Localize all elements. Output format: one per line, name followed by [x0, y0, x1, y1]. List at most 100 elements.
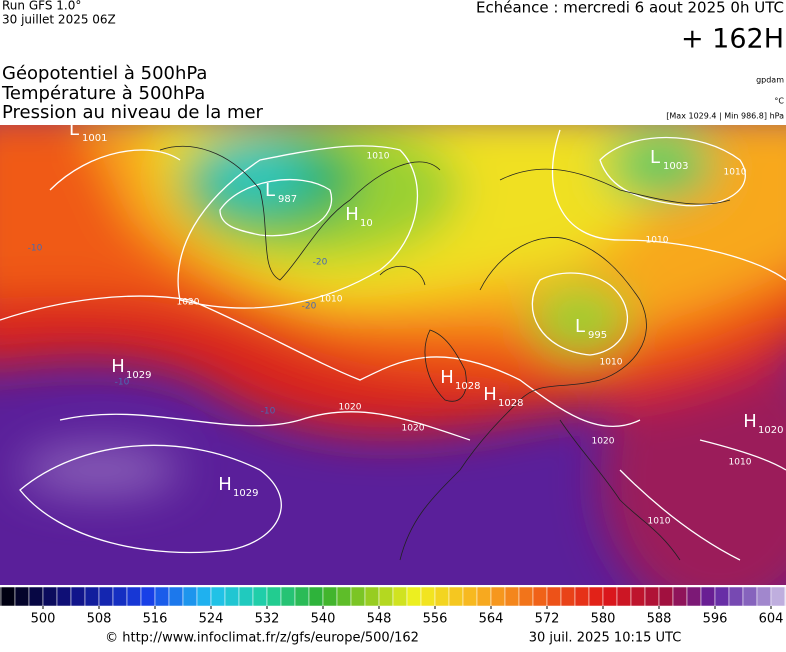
colorbar-swatch — [658, 586, 674, 607]
pressure-center-value: 1001 — [82, 133, 107, 144]
colorbar-swatch — [714, 586, 730, 607]
pressure-center-symbol: L — [69, 119, 79, 140]
layer-label: Température à 500hPa — [1, 83, 205, 104]
colorbar-swatch — [56, 586, 72, 607]
colorbar-swatch — [126, 586, 142, 607]
colorbar-swatch — [672, 586, 688, 607]
colorbar-swatch — [616, 586, 632, 607]
colorbar-swatch — [350, 586, 366, 607]
pressure-center-symbol: H — [218, 474, 232, 495]
colorbar-swatch — [196, 586, 212, 607]
colorbar-swatch — [728, 586, 744, 607]
pressure-center-symbol: H — [743, 411, 757, 432]
generated-time: 30 juil. 2025 10:15 UTC — [529, 631, 682, 646]
pressure-center-value: 1028 — [455, 381, 480, 392]
isobar-label: 1010 — [367, 152, 390, 162]
coastlines — [159, 146, 731, 561]
temperature-label: -10 — [28, 244, 43, 254]
pressure-center-value: 1020 — [758, 425, 783, 436]
colorbar-swatch — [602, 586, 618, 607]
isobar-label: 1020 — [402, 424, 425, 434]
pressure-center-value: 1029 — [126, 370, 151, 381]
colorbar-swatch — [630, 586, 646, 607]
layer-label: Géopotentiel à 500hPa — [2, 63, 207, 84]
isobar-label: 1010 — [600, 358, 623, 368]
colorbar-swatch — [560, 586, 576, 607]
isobars — [0, 129, 786, 561]
colorbar-swatch — [686, 586, 702, 607]
pressure-center-value: 1029 — [233, 488, 258, 499]
colorbar-swatch — [266, 586, 282, 607]
colorbar-tick-label: 508 — [87, 612, 112, 627]
pressure-center-value: 10 — [360, 218, 373, 229]
temperature-field — [0, 125, 786, 585]
colorbar-swatch — [700, 586, 716, 607]
isobar-label: 1010 — [724, 168, 747, 178]
lead-time: + 162H — [681, 24, 784, 55]
colorbar-swatch — [294, 586, 310, 607]
layer-label: Pression au niveau de la mer — [2, 102, 264, 123]
colorbar-tick-label: 604 — [759, 612, 784, 627]
valid-time: Echéance : mercredi 6 aout 2025 0h UTC — [476, 0, 784, 17]
colorbar-swatch — [588, 586, 604, 607]
colorbar-swatch — [42, 586, 58, 607]
isobar-label: 1020 — [339, 403, 362, 413]
colorbar-tick-label: 548 — [367, 612, 392, 627]
pressure-center-symbol: L — [650, 147, 660, 168]
colorbar-swatch — [140, 586, 156, 607]
colorbar-swatch — [406, 586, 422, 607]
colorbar-swatch — [70, 586, 86, 607]
colorbar-swatch — [532, 586, 548, 607]
pressure-center-symbol: H — [440, 367, 454, 388]
colorbar-swatch — [280, 586, 296, 607]
colorbar-swatch — [742, 586, 758, 607]
colorbar-tick-label: 564 — [479, 612, 504, 627]
colorbar-swatch — [182, 586, 198, 607]
pressure-center-symbol: H — [111, 356, 125, 377]
colorbar-swatch — [252, 586, 268, 607]
colorbar-swatch — [434, 586, 450, 607]
temperature-label: -20 — [313, 258, 328, 268]
colorbar-swatch — [448, 586, 464, 607]
colorbar-swatch — [378, 586, 394, 607]
colorbar-swatch — [490, 586, 506, 607]
source-url: © http://www.infoclimat.fr/z/gfs/europe/… — [105, 631, 419, 646]
isobar-label: 1020 — [592, 437, 615, 447]
colorbar-swatch — [322, 586, 338, 607]
colorbar-swatch — [14, 586, 30, 607]
colorbar-swatch — [154, 586, 170, 607]
colorbar-swatch — [504, 586, 520, 607]
colorbar-swatch — [420, 586, 436, 607]
colorbar-swatch — [476, 586, 492, 607]
colorbar-swatch — [336, 586, 352, 607]
temperature-label: -20 — [302, 302, 317, 312]
colorbar-swatch — [210, 586, 226, 607]
pressure-center-symbol: L — [575, 316, 585, 337]
pressure-center-value: 995 — [588, 330, 607, 341]
pressure-center-symbol: H — [345, 204, 359, 225]
colorbar-swatch — [168, 586, 184, 607]
colorbar-tick-label: 500 — [31, 612, 56, 627]
colorbar-swatch — [308, 586, 324, 607]
colorbar-swatch — [98, 586, 114, 607]
colorbar-swatch — [546, 586, 562, 607]
isobar-label: 1010 — [646, 236, 669, 246]
colorbar-tick-label: 532 — [255, 612, 280, 627]
colorbar-swatch — [574, 586, 590, 607]
unit-label: [Max 1029.4 | Min 986.8] hPa — [666, 112, 784, 121]
run-date: 30 juillet 2025 06Z — [2, 13, 116, 27]
colorbar-swatch — [364, 586, 380, 607]
colorbar: 500 508 516 524 532 540 548 556 564 572 580 588 596 6… — [0, 586, 786, 627]
run-label: Run GFS 1.0° — [2, 0, 81, 13]
temperature-label: -10 — [115, 378, 130, 388]
unit-label: °C — [774, 97, 784, 106]
colorbar-tick-label: 596 — [703, 612, 728, 627]
colorbar-swatch — [28, 586, 44, 607]
colorbar-swatch — [0, 586, 16, 607]
isobar-label: 1010 — [729, 458, 752, 468]
colorbar-swatch — [644, 586, 660, 607]
colorbar-tick-label: 524 — [199, 612, 224, 627]
colorbar-tick-label: 580 — [591, 612, 616, 627]
colorbar-swatch — [238, 586, 254, 607]
